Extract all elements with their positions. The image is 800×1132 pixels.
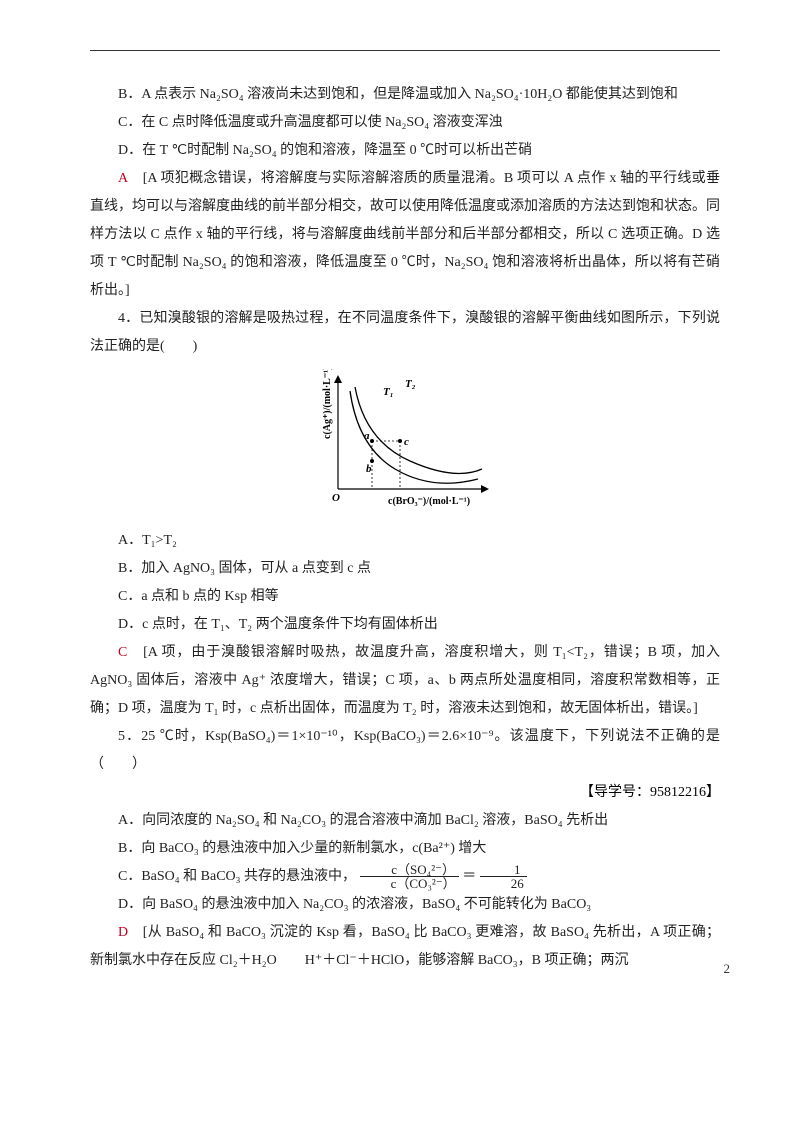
q5c-prefix: C．BaSO₄ 和 BaCO₃ 共存的悬浊液中， (118, 869, 356, 884)
q5-option-b: B．向 BaCO₃ 的悬浊液中加入少量的新制氯水，c(Ba²⁺) 增大 (90, 835, 720, 863)
answer-1-letter: A (118, 171, 128, 186)
reference-number: 【导学号：95812216】 (90, 779, 720, 807)
answer-2-block: C [A 项，由于溴酸银溶解时吸热，故温度升高，溶度积增大，则 T₁<T₂，错误… (90, 639, 720, 723)
svg-text:b: b (366, 463, 372, 475)
answer-3-block: D [从 BaSO₄ 和 BaCO₃ 沉淀的 Ksp 看，BaSO₄ 比 BaC… (90, 919, 720, 975)
q4-option-a: A．T₁>T₂ (90, 527, 720, 555)
chart-wrap: a b c T₁ T₂ O c(BrO₃⁻)/(mol·L⁻¹) c(Ag⁺)/… (90, 369, 720, 519)
question-4: 4．已知溴酸银的溶解是吸热过程，在不同温度条件下，溴酸银的溶解平衡曲线如图所示，… (90, 305, 720, 361)
q4-option-d: D．c 点时，在 T₁、T₂ 两个温度条件下均有固体析出 (90, 611, 720, 639)
svg-text:a: a (364, 430, 370, 442)
svg-text:c: c (404, 436, 409, 448)
svg-text:O: O (332, 492, 340, 504)
answer-3-letter: D (118, 925, 128, 940)
option-c: C．在 C 点时降低温度或升高温度都可以使 Na₂SO₄ 溶液变浑浊 (90, 109, 720, 137)
option-b: B．A 点表示 Na₂SO₄ 溶液尚未达到饱和，但是降温或加入 Na₂SO₄·1… (90, 81, 720, 109)
option-d: D．在 T ℃时配制 Na₂SO₄ 的饱和溶液，降温至 0 ℃时可以析出芒硝 (90, 137, 720, 165)
frac1-num: c（SO₄²⁻） (360, 863, 459, 877)
frac-eq: ＝ (462, 869, 476, 884)
page-number: 2 (724, 961, 731, 977)
frac2-den: 26 (480, 877, 527, 890)
frac1-den: c（CO₃²⁻） (360, 877, 459, 890)
question-5: 5．25 ℃时，Ksp(BaSO₄)＝1×10⁻¹⁰，Ksp(BaCO₃)＝2.… (90, 723, 720, 779)
svg-text:T₂: T₂ (405, 378, 416, 390)
q5-option-d: D．向 BaSO₄ 的悬浊液中加入 Na₂CO₃ 的浓溶液，BaSO₄ 不可能转… (90, 891, 720, 919)
q5-option-a: A．向同浓度的 Na₂SO₄ 和 Na₂CO₃ 的混合溶液中滴加 BaCl₂ 溶… (90, 807, 720, 835)
answer-1-expl: [A 项犯概念错误，将溶解度与实际溶解溶质的质量混淆。B 项可以 A 点作 x … (90, 171, 720, 298)
q5-option-c: C．BaSO₄ 和 BaCO₃ 共存的悬浊液中， c（SO₄²⁻） c（CO₃²… (90, 863, 720, 891)
svg-text:c(Ag⁺)/(mol·L⁻¹): c(Ag⁺)/(mol·L⁻¹) (322, 369, 333, 439)
answer-3-expl: [从 BaSO₄ 和 BaCO₃ 沉淀的 Ksp 看，BaSO₄ 比 BaCO₃… (90, 925, 720, 968)
top-rule (90, 50, 720, 51)
answer-1-block: A [A 项犯概念错误，将溶解度与实际溶解溶质的质量混淆。B 项可以 A 点作 … (90, 165, 720, 305)
answer-2-letter: C (118, 645, 127, 660)
q4-option-b: B．加入 AgNO₃ 固体，可从 a 点变到 c 点 (90, 555, 720, 583)
fraction-left: c（SO₄²⁻） c（CO₃²⁻） (360, 863, 459, 890)
svg-text:T₁: T₁ (383, 386, 394, 398)
q4-option-c: C．a 点和 b 点的 Ksp 相等 (90, 583, 720, 611)
svg-text:c(BrO₃⁻)/(mol·L⁻¹): c(BrO₃⁻)/(mol·L⁻¹) (388, 496, 470, 507)
fraction-right: 1 26 (480, 863, 527, 890)
frac2-num: 1 (480, 863, 527, 877)
answer-2-expl: [A 项，由于溴酸银溶解时吸热，故温度升高，溶度积增大，则 T₁<T₂，错误；B… (90, 645, 720, 716)
solubility-curve-chart: a b c T₁ T₂ O c(BrO₃⁻)/(mol·L⁻¹) c(Ag⁺)/… (310, 369, 500, 514)
